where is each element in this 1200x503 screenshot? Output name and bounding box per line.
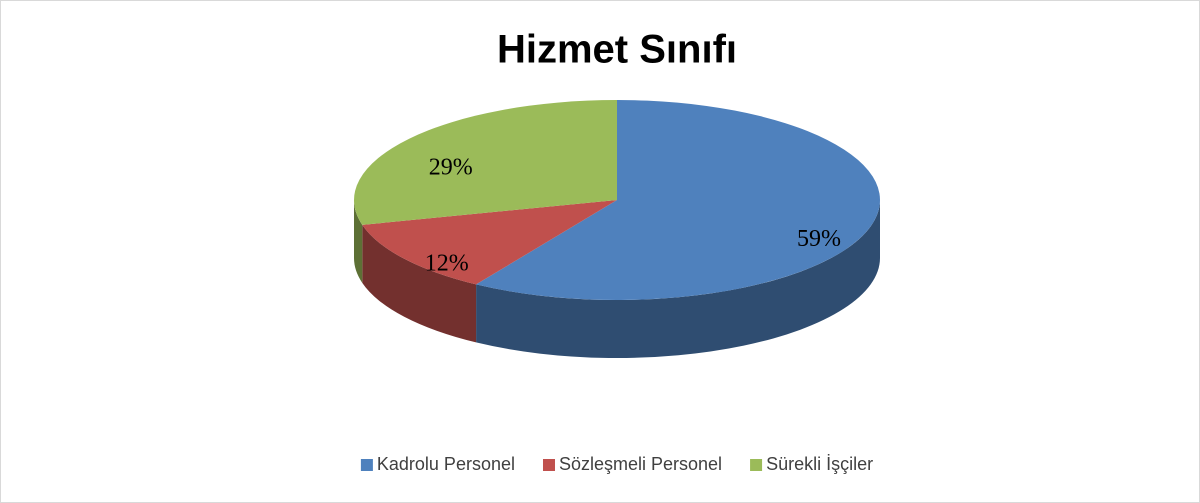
data-label: 12% — [425, 251, 469, 277]
pie-side — [476, 200, 880, 358]
chart-title: Hizmet Sınıfı — [497, 28, 737, 72]
data-label: 59% — [797, 226, 841, 252]
legend-label: Sürekli İşçiler — [766, 454, 873, 474]
legend-swatch — [750, 459, 763, 471]
pie-slice — [354, 100, 617, 225]
data-label: 29% — [429, 154, 473, 180]
pie-side — [362, 224, 477, 343]
legend-label: Sözleşmeli Personel — [559, 454, 722, 474]
legend-swatch — [360, 459, 373, 471]
legend-label: Kadrolu Personel — [377, 454, 515, 474]
legend-swatch — [542, 459, 555, 471]
pie-slice — [362, 200, 617, 285]
pie-side — [354, 200, 363, 283]
pie-slice — [476, 100, 881, 301]
